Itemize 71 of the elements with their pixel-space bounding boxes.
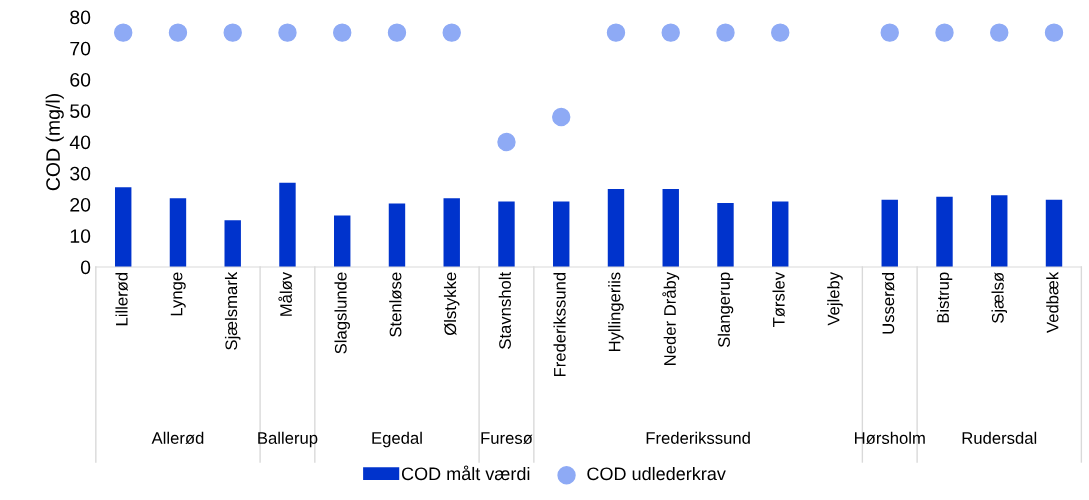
x-tick-label: Frederikssund xyxy=(553,272,566,377)
bar xyxy=(498,201,515,267)
point xyxy=(552,107,571,127)
x-tick-label: Stavnsholt xyxy=(498,271,511,349)
point xyxy=(168,23,188,42)
x-tick-label: Vejleby xyxy=(827,271,843,326)
x-tick-label: Neder Dråby xyxy=(662,271,680,365)
bar xyxy=(717,202,734,267)
y-tick-label: 70 xyxy=(70,41,91,56)
y-tick-label: 30 xyxy=(70,166,91,181)
text: Hørsholm xyxy=(855,431,925,445)
bar xyxy=(662,188,679,267)
bar xyxy=(607,188,625,267)
point xyxy=(278,23,297,42)
point xyxy=(442,23,461,42)
bar xyxy=(224,220,241,267)
y-tick-label: 20 xyxy=(70,197,91,212)
text: Furesø xyxy=(481,432,533,445)
bar xyxy=(388,203,406,267)
bar xyxy=(553,201,570,267)
legend-label: COD udlederkrav xyxy=(587,466,726,481)
bar xyxy=(334,215,351,267)
x-tick-label: Lynge xyxy=(170,272,186,316)
text: Ballerup xyxy=(258,431,318,448)
text: Allerød xyxy=(151,431,204,445)
bar xyxy=(881,199,898,267)
bar xyxy=(772,201,789,267)
bar xyxy=(169,198,187,267)
bar xyxy=(936,196,953,267)
bar xyxy=(279,182,296,267)
x-tick-label: Lillerød xyxy=(115,272,128,326)
x-tick-label: Ølstykke xyxy=(443,272,460,336)
bar xyxy=(991,195,1008,267)
x-tick-label: Slagslunde xyxy=(334,272,350,354)
point xyxy=(387,23,407,42)
point xyxy=(990,23,1009,42)
y-tick-label: 40 xyxy=(69,135,91,150)
point xyxy=(114,23,133,42)
x-tick-label: Måløv xyxy=(278,271,293,316)
bar xyxy=(443,198,460,267)
y-tick-label: 0 xyxy=(80,260,91,275)
point xyxy=(1044,23,1064,42)
point xyxy=(771,23,790,42)
bar xyxy=(115,187,132,267)
point xyxy=(880,23,899,42)
point xyxy=(935,23,954,42)
y-axis-title: COD (mg/l) xyxy=(45,94,64,191)
legend-label: COD målt værdi xyxy=(401,465,530,481)
point xyxy=(497,132,516,152)
text: Frederikssund xyxy=(646,431,750,444)
x-tick-label: Sjælsmark xyxy=(224,271,241,350)
x-tick-label: Slangerup xyxy=(717,272,734,348)
y-tick-label: 80 xyxy=(70,10,91,25)
x-tick-label: Sjælsø xyxy=(991,272,1008,323)
y-tick-label: 50 xyxy=(70,104,91,118)
point xyxy=(606,23,626,42)
x-tick-label: Stenløse xyxy=(389,272,402,337)
text: Rudersdal xyxy=(962,431,1037,444)
text: Egedal xyxy=(372,431,422,448)
point xyxy=(716,23,735,42)
x-tick-label: Tørslev xyxy=(772,271,785,328)
point xyxy=(333,23,352,42)
x-tick-label: Hyllingeriis xyxy=(608,272,624,352)
bar xyxy=(1045,199,1063,267)
y-tick-label: 10 xyxy=(70,229,91,243)
x-tick-label: Vedbæk xyxy=(1046,271,1059,333)
point xyxy=(661,23,680,42)
x-tick-label: Bistrup xyxy=(936,272,953,323)
x-tick-label: Usserød xyxy=(881,272,895,334)
point xyxy=(223,23,242,42)
y-tick-label: 60 xyxy=(70,72,91,87)
